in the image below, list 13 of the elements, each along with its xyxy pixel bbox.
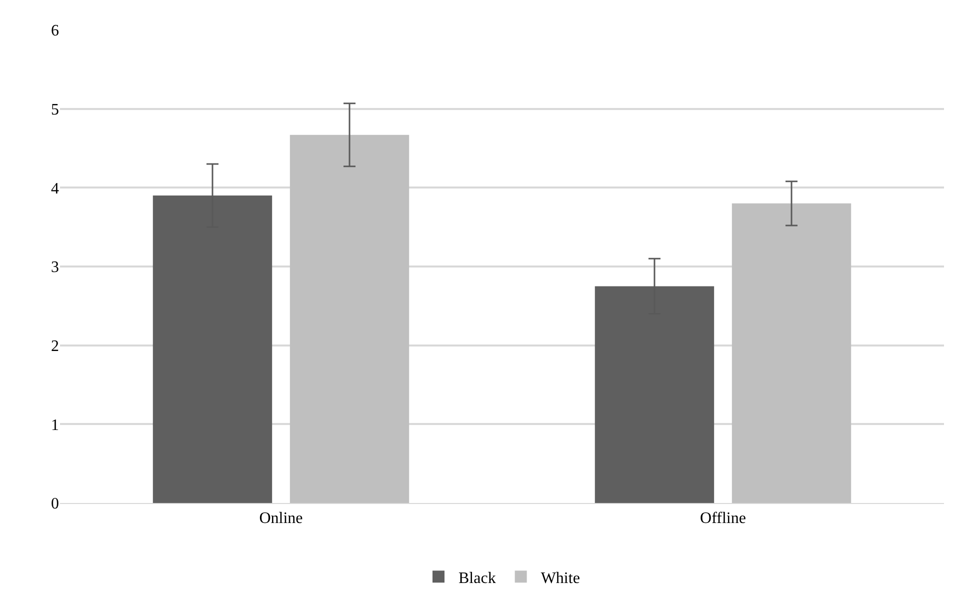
y-tick-label: 6	[51, 22, 59, 40]
y-tick-label: 4	[51, 180, 59, 198]
x-tick-label: Online	[259, 510, 303, 528]
y-tick-label: 5	[51, 101, 59, 118]
legend-label: White	[540, 570, 580, 587]
y-tick-label: 2	[51, 338, 59, 355]
legend-label: Black	[458, 570, 496, 587]
bar	[732, 203, 852, 503]
bar	[290, 134, 410, 503]
y-tick-label: 3	[51, 259, 59, 276]
y-tick-label: 1	[51, 416, 59, 434]
x-tick-label: Offline	[700, 510, 746, 528]
y-tick-label: 0	[51, 496, 59, 513]
